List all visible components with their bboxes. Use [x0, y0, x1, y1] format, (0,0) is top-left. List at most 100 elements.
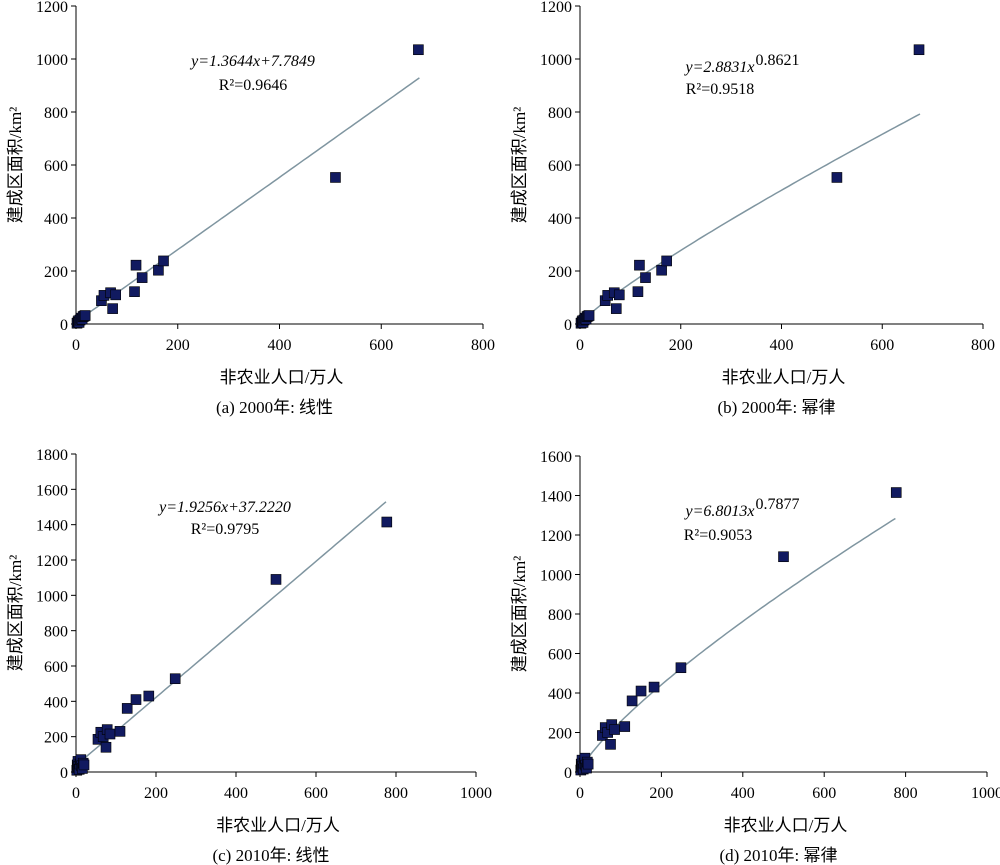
- panel-caption: (b) 2000年: 幂律: [717, 398, 835, 417]
- data-point: [114, 726, 126, 737]
- y-tick-label: 0: [60, 765, 68, 782]
- x-tick-label: 1000: [971, 785, 1000, 802]
- data-point: [78, 759, 90, 771]
- x-tick-label: 1000: [460, 785, 492, 802]
- y-tick-label: 1200: [540, 528, 572, 545]
- chart-panel-d: 0 200 400 600 800 1000 0 200 400 600 800 1000 1200 14…: [510, 449, 1000, 865]
- y-axis-title: 建成区面积/km²: [6, 555, 25, 672]
- y-tick-label: 1400: [540, 489, 572, 506]
- data-point: [634, 259, 645, 271]
- x-tick-label: 600: [812, 785, 836, 802]
- data-point: [648, 681, 660, 693]
- data-point: [626, 695, 638, 707]
- y-tick-label: 1600: [36, 482, 68, 499]
- x-tick-label: 200: [649, 785, 673, 802]
- data-point: [610, 303, 622, 314]
- panel-caption: (c) 2010年: 线性: [212, 846, 329, 865]
- y-tick-label: 1000: [36, 52, 68, 69]
- data-point: [413, 44, 424, 56]
- data-point: [136, 272, 148, 283]
- x-axis-title: 非农业人口/万人: [216, 816, 340, 835]
- x-tick-label: 400: [268, 337, 292, 354]
- fit-line: [75, 501, 387, 766]
- x-tick-label: 800: [971, 337, 995, 354]
- x-tick-label: 800: [471, 337, 495, 354]
- x-tick-label: 400: [731, 785, 755, 802]
- x-tick-label: 0: [72, 337, 80, 354]
- x-axis-title: 非农业人口/万人: [724, 816, 848, 835]
- data-point: [169, 673, 181, 685]
- panel-caption: (d) 2010年: 幂律: [719, 846, 837, 865]
- data-point: [129, 286, 140, 297]
- data-point: [613, 289, 625, 301]
- y-tick-label: 1000: [36, 588, 68, 605]
- data-point: [890, 487, 902, 498]
- data-point: [656, 264, 667, 276]
- data-point: [130, 694, 142, 705]
- data-point: [381, 516, 393, 528]
- y-tick-label: 200: [548, 726, 572, 743]
- data-point: [143, 690, 155, 702]
- fit-line: [579, 517, 896, 772]
- y-tick-label: 1800: [36, 447, 68, 464]
- data-point: [635, 685, 647, 697]
- data-point: [104, 728, 116, 740]
- y-axis-title: 建成区面积/km²: [6, 107, 25, 224]
- fit-line: [579, 113, 921, 324]
- panel-caption: (a) 2000年: 线性: [216, 398, 333, 417]
- data-point: [605, 739, 616, 750]
- chart-panel-a: 0 200 400 600 800 0 200 400 600 800 1000 1200 非农业人口/…: [6, 0, 495, 417]
- y-tick-label: 600: [548, 158, 572, 175]
- y-tick-label: 0: [564, 765, 572, 782]
- y-tick-label: 1000: [540, 568, 572, 585]
- data-point: [778, 551, 789, 563]
- y-tick-label: 800: [548, 607, 572, 624]
- y-tick-label: 1200: [540, 0, 572, 16]
- data-point: [330, 172, 341, 183]
- x-tick-label: 600: [369, 337, 393, 354]
- y-tick-label: 400: [548, 686, 572, 703]
- y-tick-label: 400: [548, 211, 572, 228]
- y-tick-label: 600: [44, 659, 68, 676]
- x-tick-label: 600: [304, 785, 328, 802]
- x-tick-label: 200: [669, 337, 693, 354]
- data-point: [675, 662, 687, 674]
- y-tick-label: 800: [548, 105, 572, 122]
- data-point: [619, 721, 631, 732]
- y-tick-label: 400: [44, 694, 68, 711]
- data-point: [582, 758, 594, 770]
- x-tick-label: 800: [384, 785, 408, 802]
- x-tick-label: 0: [576, 785, 584, 802]
- y-tick-label: 400: [44, 211, 68, 228]
- y-tick-label: 800: [44, 624, 68, 641]
- data-point: [130, 259, 142, 271]
- fit-equation: y=2.8831x: [684, 59, 755, 76]
- y-tick-label: 1000: [540, 52, 572, 69]
- y-tick-label: 1200: [36, 553, 68, 570]
- x-axis-title: 非农业人口/万人: [722, 368, 846, 387]
- data-point: [632, 286, 644, 297]
- data-point: [100, 741, 112, 753]
- r-squared: R²=0.9646: [219, 77, 288, 94]
- y-tick-label: 800: [44, 105, 68, 122]
- data-point: [609, 724, 620, 735]
- fit-exponent: 0.8621: [756, 52, 800, 69]
- fit-exponent: 0.7877: [756, 496, 800, 513]
- x-tick-label: 600: [870, 337, 894, 354]
- fit-equation: y=1.9256x+37.2220: [157, 499, 291, 516]
- y-tick-label: 600: [548, 647, 572, 664]
- y-tick-label: 200: [548, 264, 572, 281]
- y-tick-label: 200: [44, 264, 68, 281]
- y-axis-title: 建成区面积/km²: [510, 556, 529, 673]
- x-tick-label: 800: [894, 785, 918, 802]
- chart-panel-c: 0 200 400 600 800 1000 0 200 400 600 800 1000 1200 14…: [6, 447, 492, 865]
- data-point: [640, 272, 651, 283]
- y-tick-label: 1600: [540, 449, 572, 466]
- y-tick-label: 1400: [36, 518, 68, 535]
- data-point: [110, 289, 121, 301]
- x-tick-label: 200: [144, 785, 168, 802]
- y-tick-label: 0: [564, 317, 572, 334]
- data-point: [913, 44, 925, 56]
- data-point: [121, 703, 133, 714]
